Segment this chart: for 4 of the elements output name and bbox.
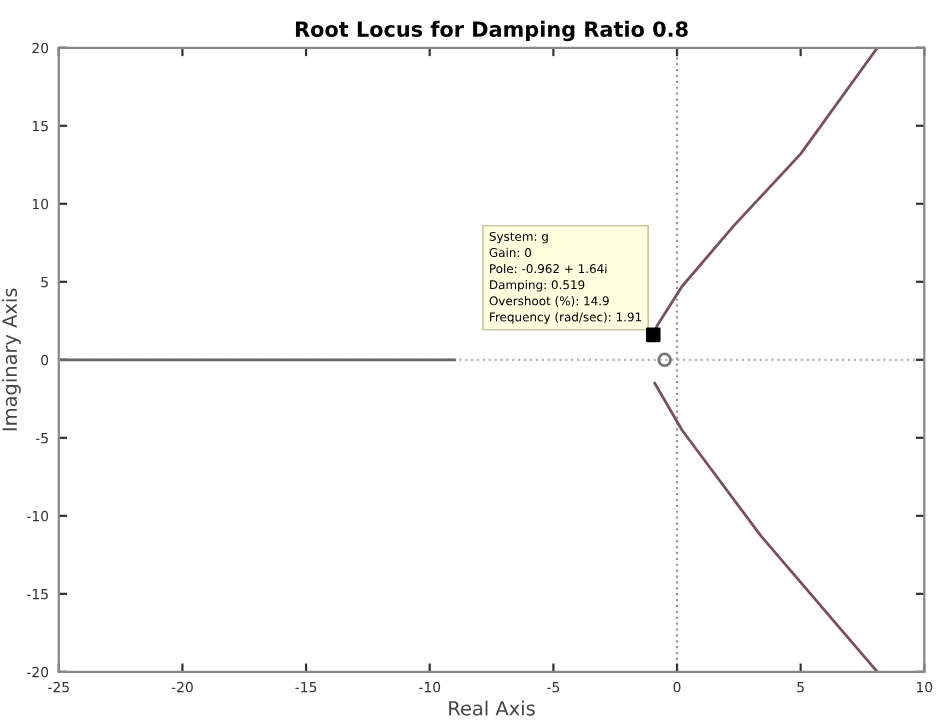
x-axis-title: Real Axis <box>449 700 535 716</box>
y-axis-title: Imaginary Axis <box>2 288 21 431</box>
chart-title: Root Locus for Damping Ratio 0.8 <box>295 20 688 42</box>
line-series <box>653 381 879 672</box>
